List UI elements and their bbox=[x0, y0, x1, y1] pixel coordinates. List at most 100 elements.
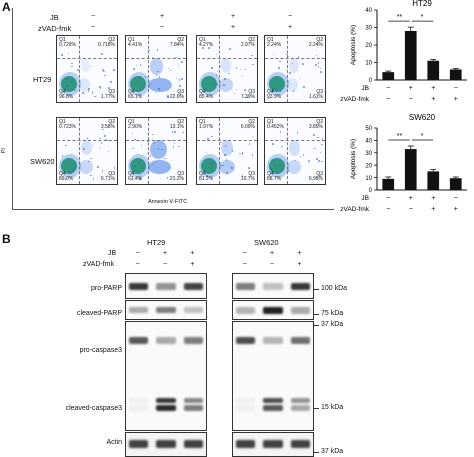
quadrant-q1-label: Q1 1.97% bbox=[199, 119, 213, 131]
event-dot bbox=[149, 155, 152, 157]
quadrant-name: Q2 bbox=[177, 119, 184, 125]
event-dot bbox=[216, 83, 219, 85]
event-dot bbox=[278, 67, 280, 69]
quadrant-q1-label: Q1 4.41% bbox=[128, 37, 142, 49]
event-dot bbox=[104, 74, 106, 77]
event-dot bbox=[205, 151, 208, 154]
quadrant-percent: 3.58% bbox=[100, 124, 115, 131]
quadrant-gate-horizontal bbox=[126, 140, 186, 141]
protein-band bbox=[263, 337, 283, 344]
quadrant-q2-label: Q2 6.09% bbox=[241, 119, 255, 131]
event-dot bbox=[90, 174, 92, 177]
y-tick-label: 10 bbox=[365, 61, 372, 67]
event-dot bbox=[174, 131, 176, 133]
event-dot bbox=[74, 89, 76, 92]
quadrant-q1-label: Q1 0.729% bbox=[59, 37, 76, 49]
event-dot bbox=[219, 65, 221, 68]
late-apoptotic-population bbox=[81, 58, 90, 73]
event-dot bbox=[251, 154, 254, 156]
mw-marker-tick bbox=[314, 314, 319, 315]
event-dot bbox=[91, 91, 94, 93]
quadrant-q4-label: Q4 93.9% bbox=[267, 89, 281, 101]
event-dot bbox=[229, 48, 231, 50]
event-dot bbox=[69, 170, 71, 173]
event-dot bbox=[224, 145, 227, 147]
event-dot bbox=[316, 177, 319, 179]
event-dot bbox=[106, 174, 109, 177]
y-tick-label: 30 bbox=[365, 151, 372, 157]
event-dot bbox=[158, 88, 160, 90]
event-dot bbox=[321, 160, 323, 163]
event-dot bbox=[274, 164, 276, 167]
bar bbox=[427, 60, 440, 80]
event-dot bbox=[171, 131, 174, 133]
live-population-core bbox=[130, 76, 146, 92]
mw-marker-tick bbox=[314, 289, 319, 290]
flow-plot-sw620-2: Q1 2.90% Q2 13.1% Q3 21.2% Q4 63.4% bbox=[125, 117, 187, 185]
zvad-row-label: zVAD-fmk bbox=[340, 96, 370, 103]
zvad-sign: − bbox=[386, 96, 390, 103]
y-tick-label: 0 bbox=[369, 188, 373, 194]
quadrant-gate-vertical bbox=[287, 36, 288, 102]
protein-band bbox=[290, 307, 310, 314]
cond3-jb: + bbox=[231, 13, 236, 20]
event-dot bbox=[151, 57, 154, 59]
event-dot bbox=[224, 154, 226, 156]
zvad-sign: − bbox=[386, 206, 390, 213]
event-dot bbox=[155, 74, 158, 77]
event-dot bbox=[132, 147, 134, 150]
event-dot bbox=[152, 133, 154, 136]
event-dot bbox=[173, 142, 176, 145]
significance-marker: * bbox=[421, 14, 424, 21]
event-dot bbox=[316, 158, 318, 160]
quadrant-percent: 2.90% bbox=[128, 124, 143, 131]
blot-zvad-sign: − bbox=[135, 261, 140, 268]
event-dot bbox=[317, 136, 319, 139]
quadrant-name: Q1 bbox=[59, 119, 66, 125]
event-dot bbox=[287, 55, 290, 58]
late-apoptotic-population bbox=[289, 58, 299, 73]
blot-zvad-sign: − bbox=[270, 261, 275, 268]
event-dot bbox=[113, 167, 116, 169]
quadrant-q1-label: Q1 0.452% bbox=[267, 119, 284, 131]
event-dot bbox=[272, 53, 275, 56]
protein-band bbox=[183, 307, 203, 313]
event-dot bbox=[202, 47, 204, 49]
quadrant-name: Q1 bbox=[59, 37, 66, 43]
live-population-core bbox=[269, 158, 285, 174]
quadrant-gate-vertical bbox=[148, 36, 149, 102]
protein-band bbox=[263, 398, 283, 403]
blot-row-label: pro-PARP bbox=[91, 285, 122, 292]
event-dot bbox=[61, 54, 63, 56]
event-dot bbox=[235, 88, 238, 91]
event-dot bbox=[308, 160, 310, 162]
event-dot bbox=[144, 76, 147, 78]
protein-band bbox=[156, 283, 176, 290]
quadrant-q4-label: Q4 88.7% bbox=[267, 171, 282, 183]
cond2-jb: + bbox=[160, 13, 165, 20]
late-apoptotic-population bbox=[289, 140, 300, 156]
event-dot bbox=[99, 137, 101, 140]
quadrant-q4-label: Q4 89.0% bbox=[59, 170, 73, 183]
event-dot bbox=[92, 144, 95, 147]
event-dot bbox=[270, 168, 272, 170]
quadrant-name: Q3 bbox=[248, 170, 255, 177]
quadrant-q3-label: Q3 21.2% bbox=[170, 171, 184, 183]
event-dot bbox=[161, 148, 163, 151]
quadrant-q1-label: Q1 2.24% bbox=[267, 37, 281, 49]
blot-jb-sign: + bbox=[270, 250, 275, 257]
quadrant-q3-label: Q3 10.7% bbox=[241, 170, 255, 183]
event-dot bbox=[67, 166, 70, 169]
event-dot bbox=[319, 175, 321, 177]
quadrant-name: Q4 bbox=[59, 170, 66, 177]
event-dot bbox=[167, 96, 169, 98]
event-dot bbox=[113, 69, 115, 71]
event-dot bbox=[224, 78, 226, 80]
quadrant-name: Q1 bbox=[267, 119, 274, 125]
event-dot bbox=[285, 76, 288, 79]
protein-band bbox=[236, 440, 256, 448]
event-dot bbox=[177, 64, 179, 67]
quadrant-percent: 88.7% bbox=[267, 175, 282, 182]
blot-jb-sign: + bbox=[190, 250, 195, 257]
event-dot bbox=[303, 86, 305, 88]
